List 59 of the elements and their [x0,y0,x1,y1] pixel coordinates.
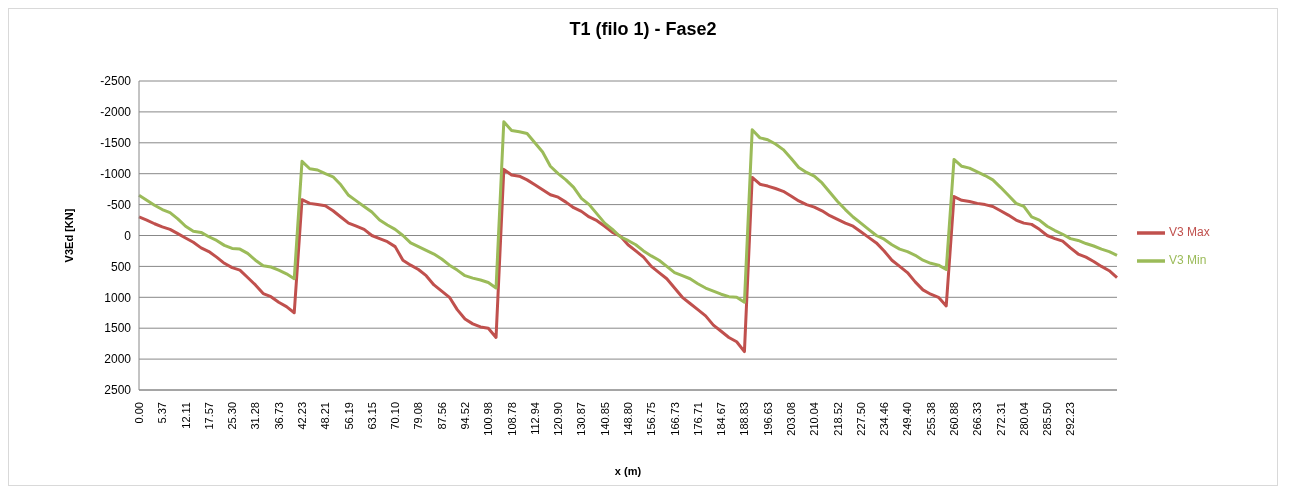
x-tick-label: 120.90 [552,402,565,436]
line-series [137,120,1119,304]
y-tick-label: 500 [110,259,132,274]
x-tick-label: 188.83 [738,402,751,436]
x-tick-label: 266.33 [971,402,984,436]
x-tick-label: 36.73 [272,402,285,430]
x-tick-label: 17.57 [202,402,215,430]
x-tick-label: 280.04 [1017,402,1030,436]
x-tick-label: 292.23 [1064,402,1077,436]
y-tick-label: -500 [106,197,132,212]
x-tick-label: 140.85 [598,402,611,436]
x-tick-label: 63.15 [365,402,378,430]
x-tick-label: 100.98 [482,402,495,436]
y-tick-label: -2000 [100,105,132,120]
x-tick-label: 108.78 [505,402,518,436]
x-tick-label: 176.71 [691,402,704,436]
y-tick-label: 0 [124,228,132,243]
y-tick-label: 1500 [104,321,132,336]
x-tick-label: 156.75 [645,402,658,436]
x-tick-label: 227.50 [854,402,867,436]
y-tick-label: -1000 [100,166,132,181]
x-tick-label: 210.04 [808,402,821,436]
y-tick-label: -1500 [100,136,132,151]
x-tick-label: 196.63 [761,402,774,436]
x-tick-label: 203.08 [785,402,797,436]
x-tick-label: 94.52 [459,402,471,430]
y-tick-label: 2500 [104,383,132,398]
x-tick-label: 148.80 [622,402,634,436]
x-tick-label: 272.31 [994,402,1007,436]
line-series [137,167,1119,354]
x-tick-label: 234.46 [878,402,891,436]
x-tick-label: 31.28 [249,402,262,430]
chart-title: T1 (filo 1) - Fase2 [568,19,718,40]
x-tick-label: 130.87 [575,402,588,436]
x-tick-label: 56.19 [342,402,355,430]
x-tick-label: 218.52 [831,402,844,436]
x-tick-label: 112.94 [528,402,541,435]
x-tick-label: 260.88 [948,402,960,436]
y-tick-label: 1000 [104,290,132,305]
x-tick-label: 12.11 [179,402,192,429]
x-tick-label: 166.73 [668,402,681,436]
x-tick-label: 87.56 [435,402,448,430]
y-tick-label: -2500 [100,74,132,89]
x-tick-label: 70.10 [389,402,402,430]
x-tick-label: 0.00 [133,402,145,424]
x-tick-label: 249.40 [901,402,914,436]
x-tick-label: 48.21 [319,402,332,430]
x-tick-label: 255.38 [924,402,937,436]
x-tick-label: 184.67 [715,402,728,436]
legend-label: V3 Min [1169,253,1207,268]
x-tick-label: 79.08 [412,402,425,430]
x-tick-label: 5.37 [156,402,169,424]
y-tick-label: 2000 [104,352,132,367]
y-axis-title: V3Ed [KN] [62,208,75,263]
x-tick-label: 42.23 [296,402,308,430]
x-axis-title: x (m) [614,465,642,477]
x-tick-label: 285.50 [1041,402,1054,436]
x-tick-label: 25.30 [226,402,239,430]
legend-label: V3 Max [1169,225,1210,240]
